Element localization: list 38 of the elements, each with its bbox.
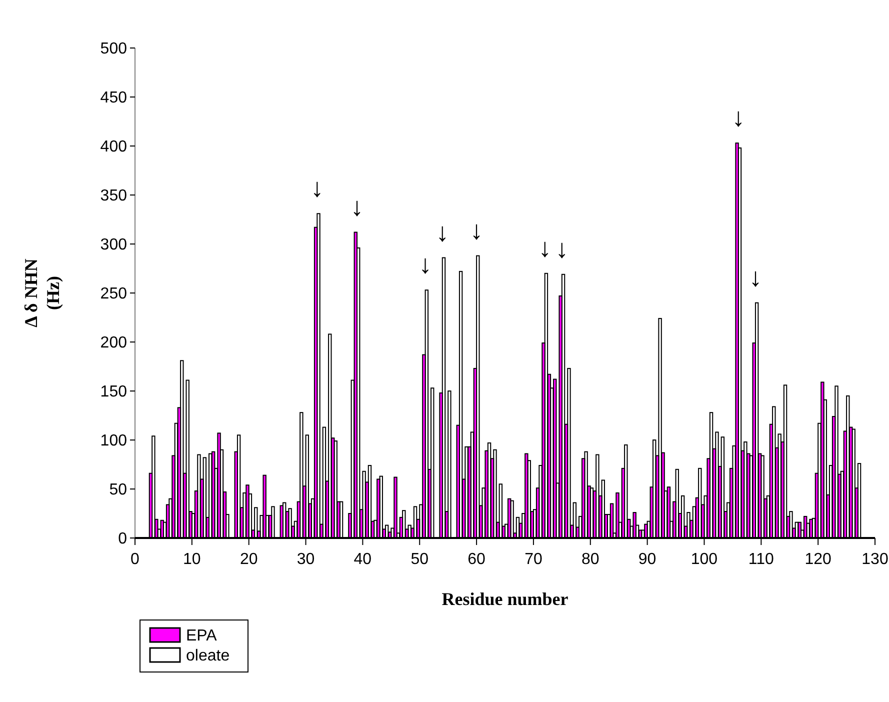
x-tick-label: 0 xyxy=(130,551,140,568)
x-tick-label: 10 xyxy=(183,551,201,568)
y-tick-label: 350 xyxy=(100,188,128,205)
annotation: ↓ xyxy=(418,249,432,280)
y-tick-label: 100 xyxy=(100,432,128,450)
x-tick-label: 130 xyxy=(862,551,888,568)
x-tick-label: 70 xyxy=(524,551,542,568)
x-axis-title: Residue number xyxy=(442,589,568,609)
y-tick-label: 50 xyxy=(109,482,128,499)
x-tick-label: 50 xyxy=(410,551,429,568)
annotation: ↓ xyxy=(732,102,745,132)
y-axis-title: Δ δ NHN (Hz) xyxy=(21,258,63,328)
x-tick-label: 100 xyxy=(690,551,718,568)
x-tick-label: 60 xyxy=(468,551,486,568)
annotation: ↓ xyxy=(555,233,568,264)
y-tick-label: 400 xyxy=(100,138,128,156)
y-tick-label: 500 xyxy=(100,40,128,58)
y-tick-label: 450 xyxy=(100,90,128,107)
x-tick-label: 120 xyxy=(804,551,832,568)
annotation: ↓ xyxy=(470,214,484,245)
legend-label: EPA xyxy=(186,628,218,645)
annotation: ↓ xyxy=(748,262,762,292)
y-tick-label: 300 xyxy=(100,236,128,254)
y-tick-label: 0 xyxy=(118,530,128,548)
annotation: ↓ xyxy=(310,172,324,203)
x-tick-label: 80 xyxy=(581,551,600,568)
x-tick-label: 90 xyxy=(638,551,656,568)
y-tick-label: 150 xyxy=(100,384,128,401)
x-tick-label: 20 xyxy=(240,551,258,568)
legend-label: oleate xyxy=(186,648,230,665)
x-tick-label: 110 xyxy=(748,551,774,568)
y-tick-label: 200 xyxy=(100,334,128,352)
x-tick-label: 40 xyxy=(354,551,372,568)
y-tick-label: 250 xyxy=(100,286,128,303)
x-tick-label: 30 xyxy=(296,551,315,568)
annotation: ↓ xyxy=(436,216,449,247)
annotation: ↓ xyxy=(538,232,552,262)
annotation: ↓ xyxy=(350,191,364,222)
